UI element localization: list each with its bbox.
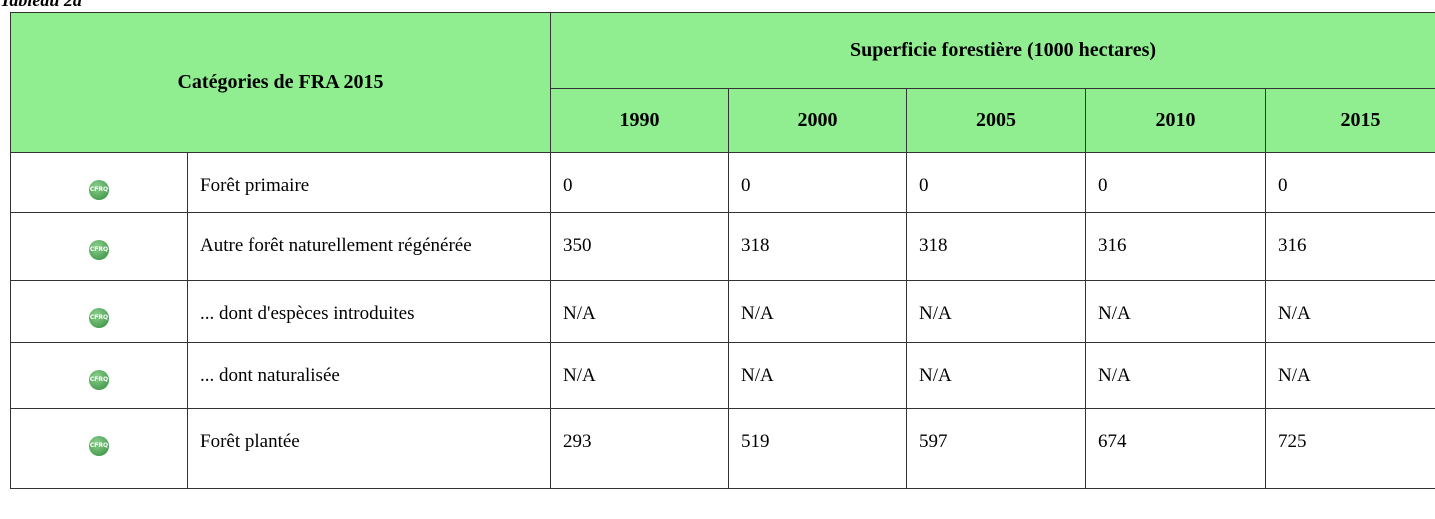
cfrq-icon: CFRQ bbox=[89, 240, 109, 260]
cfrq-icon: CFRQ bbox=[89, 308, 109, 328]
cfrq-icon: CFRQ bbox=[89, 436, 109, 456]
icon-cell: CFRQ bbox=[10, 408, 188, 489]
table-wrapper: Catégories de FRA 2015 Superficie foresti… bbox=[10, 12, 1435, 519]
category-header: Catégories de FRA 2015 bbox=[10, 12, 552, 153]
row-label: ... dont d'espèces introduites bbox=[186, 280, 552, 343]
year-header: 2015 bbox=[1265, 88, 1435, 153]
table-row: CFRQ Forêt primaire 0 0 0 0 0 bbox=[10, 152, 1435, 213]
value-cell: 0 bbox=[906, 152, 1087, 213]
icon-cell: CFRQ bbox=[10, 280, 188, 343]
table-row: CFRQ Forêt plantée 293 519 597 674 725 bbox=[10, 408, 1435, 489]
value-cell: N/A bbox=[1265, 342, 1435, 409]
value-cell: 318 bbox=[906, 212, 1087, 281]
value-cell: 316 bbox=[1085, 212, 1267, 281]
year-header: 2000 bbox=[728, 88, 908, 153]
year-header: 1990 bbox=[550, 88, 730, 153]
year-header: 2010 bbox=[1085, 88, 1267, 153]
row-label: ... dont naturalisée bbox=[186, 342, 552, 409]
cfrq-icon: CFRQ bbox=[89, 180, 109, 200]
value-cell: N/A bbox=[728, 280, 908, 343]
value-cell: N/A bbox=[550, 342, 730, 409]
caption: Tableau 2a bbox=[0, 0, 82, 10]
value-cell: 674 bbox=[1085, 408, 1267, 489]
table-row: CFRQ Autre forêt naturellement régénérée 3… bbox=[10, 212, 1435, 281]
value-cell: N/A bbox=[728, 342, 908, 409]
table-row: CFRQ... dont naturalisée N/A N/A N/A N/A N/A bbox=[10, 342, 1435, 409]
value-cell: 350 bbox=[550, 212, 730, 281]
icon-cell: CFRQ bbox=[10, 342, 188, 409]
row-label: Forêt plantée bbox=[186, 408, 552, 489]
value-cell: 725 bbox=[1265, 408, 1435, 489]
value-cell: N/A bbox=[550, 280, 730, 343]
value-cell: 293 bbox=[550, 408, 730, 489]
value-cell: 316 bbox=[1265, 212, 1435, 281]
group-header: Superficie forestière (1000 hectares) bbox=[550, 12, 1435, 89]
value-cell: 318 bbox=[728, 212, 908, 281]
year-header: 2005 bbox=[906, 88, 1087, 153]
value-cell: 519 bbox=[728, 408, 908, 489]
value-cell: 597 bbox=[906, 408, 1087, 489]
value-cell: 0 bbox=[728, 152, 908, 213]
value-cell: N/A bbox=[1085, 280, 1267, 343]
icon-cell: CFRQ bbox=[10, 212, 188, 281]
value-cell: N/A bbox=[1265, 280, 1435, 343]
icon-cell: CFRQ bbox=[10, 152, 188, 213]
value-cell: N/A bbox=[906, 342, 1087, 409]
forest-table: Catégories de FRA 2015 Superficie foresti… bbox=[10, 12, 1435, 489]
row-label: Forêt primaire bbox=[186, 152, 552, 213]
table-row: CFRQ... dont d'espèces introduites N/A N/A… bbox=[10, 280, 1435, 343]
value-cell: N/A bbox=[906, 280, 1087, 343]
value-cell: N/A bbox=[1085, 342, 1267, 409]
row-label: Autre forêt naturellement régénérée bbox=[186, 212, 552, 281]
value-cell: 0 bbox=[550, 152, 730, 213]
value-cell: 0 bbox=[1265, 152, 1435, 213]
value-cell: 0 bbox=[1085, 152, 1267, 213]
cfrq-icon: CFRQ bbox=[89, 370, 109, 390]
